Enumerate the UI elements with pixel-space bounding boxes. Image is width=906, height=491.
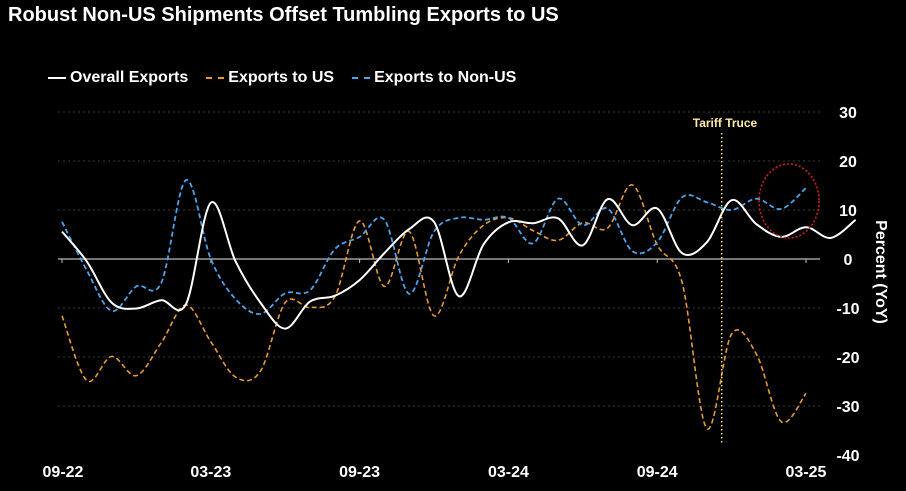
legend-swatch-non-us bbox=[352, 77, 371, 79]
legend-item-to-us: Exports to US bbox=[206, 69, 334, 87]
highlight-ellipse bbox=[758, 163, 820, 239]
y-tick-label: -30 bbox=[836, 399, 859, 416]
y-tick-label: 10 bbox=[839, 203, 857, 220]
y-tick-label: -40 bbox=[836, 448, 859, 465]
legend-swatch-to-us bbox=[206, 77, 225, 79]
x-tick-label: 03-25 bbox=[786, 464, 827, 481]
legend-swatch-overall bbox=[48, 77, 66, 79]
y-axis-ticks: 30 20 10 0 -10 -20 -30 -40 bbox=[836, 105, 859, 465]
grid-lines bbox=[58, 111, 820, 407]
legend-label-to-us: Exports to US bbox=[228, 69, 335, 86]
x-tick-label: 09-22 bbox=[43, 464, 84, 481]
legend: Overall Exports Exports to US Exports to… bbox=[48, 69, 516, 87]
y-tick-label: -10 bbox=[836, 301, 859, 318]
x-tick-label: 03-23 bbox=[190, 464, 231, 481]
legend-label-non-us: Exports to Non-US bbox=[374, 69, 517, 86]
tariff-truce-label: Tariff Truce bbox=[693, 116, 758, 130]
series-overall-exports bbox=[61, 198, 857, 330]
y-tick-label: 30 bbox=[839, 105, 857, 122]
series-lines bbox=[61, 179, 857, 430]
legend-item-non-us: Exports to Non-US bbox=[352, 69, 516, 87]
series-exports-to-us bbox=[61, 184, 807, 430]
y-tick-label: 20 bbox=[839, 154, 857, 171]
series-exports-to-non-us bbox=[61, 179, 807, 315]
legend-item-overall: Overall Exports bbox=[48, 69, 188, 87]
annotations: Tariff Truce bbox=[693, 116, 820, 443]
x-tick-label: 09-24 bbox=[637, 464, 678, 481]
y-tick-label: -20 bbox=[836, 350, 859, 367]
x-tick-label: 09-23 bbox=[339, 464, 380, 481]
y-tick-label: 0 bbox=[844, 252, 853, 269]
legend-label-overall: Overall Exports bbox=[70, 69, 189, 86]
y-axis-label: Percent (YoY) bbox=[872, 220, 889, 324]
chart-title: Robust Non-US Shipments Offset Tumbling … bbox=[8, 4, 559, 26]
x-tick-label: 03-24 bbox=[488, 464, 529, 481]
